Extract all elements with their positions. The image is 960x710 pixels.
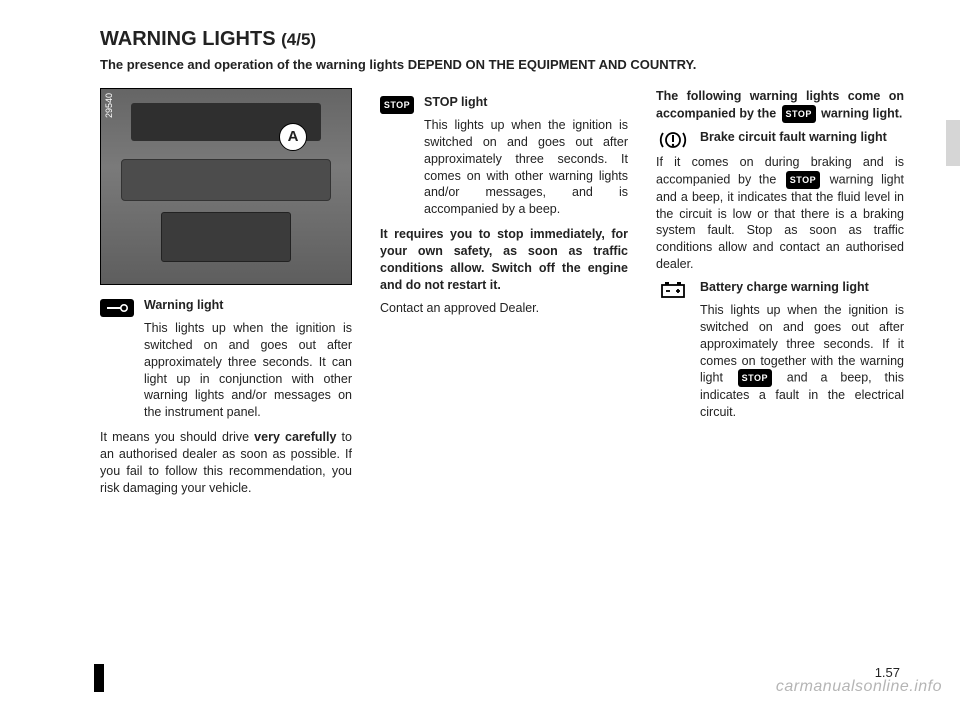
figure-callout-a: A xyxy=(279,123,307,151)
battery-body: This lights up when the ignition is swit… xyxy=(700,302,904,421)
title-part: (4/5) xyxy=(281,30,316,49)
warning-light-heading: Warning light xyxy=(144,298,223,312)
warn-body2a: It means you should drive xyxy=(100,430,254,444)
side-tab-marker xyxy=(946,120,960,166)
stop-light-row: STOP STOP light This lights up when the … xyxy=(380,94,628,224)
content-columns: 29540 A Warning light Thi xyxy=(100,88,904,503)
page-title: WARNING LIGHTS (4/5) xyxy=(100,28,904,51)
brake-circuit-icon xyxy=(656,129,690,151)
stop-light-body: This lights up when the ignition is swit… xyxy=(424,117,628,218)
brake-heading: Brake circuit fault warning light xyxy=(700,130,887,144)
col3-intro: The following warning lights come on acc… xyxy=(656,88,904,123)
stop-icon-inline-2: STOP xyxy=(786,171,820,189)
page-subtitle: The presence and operation of the warnin… xyxy=(100,57,904,72)
figure-id-label: 29540 xyxy=(103,93,115,118)
dash-radio xyxy=(161,212,291,262)
column-2: STOP STOP light This lights up when the … xyxy=(380,88,628,503)
warning-light-row: Warning light This lights up when the ig… xyxy=(100,297,352,427)
stop-light-text: STOP light This lights up when the ignit… xyxy=(424,94,628,224)
brake-body: If it comes on during braking and is acc… xyxy=(656,154,904,273)
manual-page: WARNING LIGHTS (4/5) The presence and op… xyxy=(0,0,960,710)
stop-icon-inline-3: STOP xyxy=(738,369,772,387)
stop-icon-label: STOP xyxy=(380,96,414,114)
col3-intro-b: warning light. xyxy=(818,106,903,120)
brake-text: Brake circuit fault warning light xyxy=(700,129,904,152)
brake-body-b: warning light and a beep, it indicates t… xyxy=(656,172,904,271)
dash-vent xyxy=(121,159,331,201)
battery-heading: Battery charge warning light xyxy=(700,280,869,294)
watermark: carmanualsonline.info xyxy=(776,678,942,696)
stop-icon-inline-1: STOP xyxy=(782,105,816,123)
brake-row: Brake circuit fault warning light xyxy=(656,129,904,152)
bottom-tab-marker xyxy=(94,664,104,692)
column-1: 29540 A Warning light Thi xyxy=(100,88,352,503)
dashboard-photo: 29540 A xyxy=(100,88,352,285)
battery-icon xyxy=(656,279,690,301)
warning-light-text: Warning light This lights up when the ig… xyxy=(144,297,352,427)
stop-icon: STOP xyxy=(380,94,414,116)
warning-light-body2: It means you should drive very carefully… xyxy=(100,429,352,497)
spanner-icon xyxy=(100,297,134,319)
title-main: WARNING LIGHTS xyxy=(100,28,276,50)
column-3: The following warning lights come on acc… xyxy=(656,88,904,503)
stop-light-bold: It requires you to stop immediately, for… xyxy=(380,226,628,294)
stop-light-heading: STOP light xyxy=(424,95,487,109)
battery-row: Battery charge warning light This lights… xyxy=(656,279,904,427)
warning-light-body: This lights up when the ignition is swit… xyxy=(144,320,352,421)
warn-body2-bold: very carefully xyxy=(254,430,336,444)
stop-light-body2: Contact an approved Dealer. xyxy=(380,300,628,317)
battery-text: Battery charge warning light This lights… xyxy=(700,279,904,427)
